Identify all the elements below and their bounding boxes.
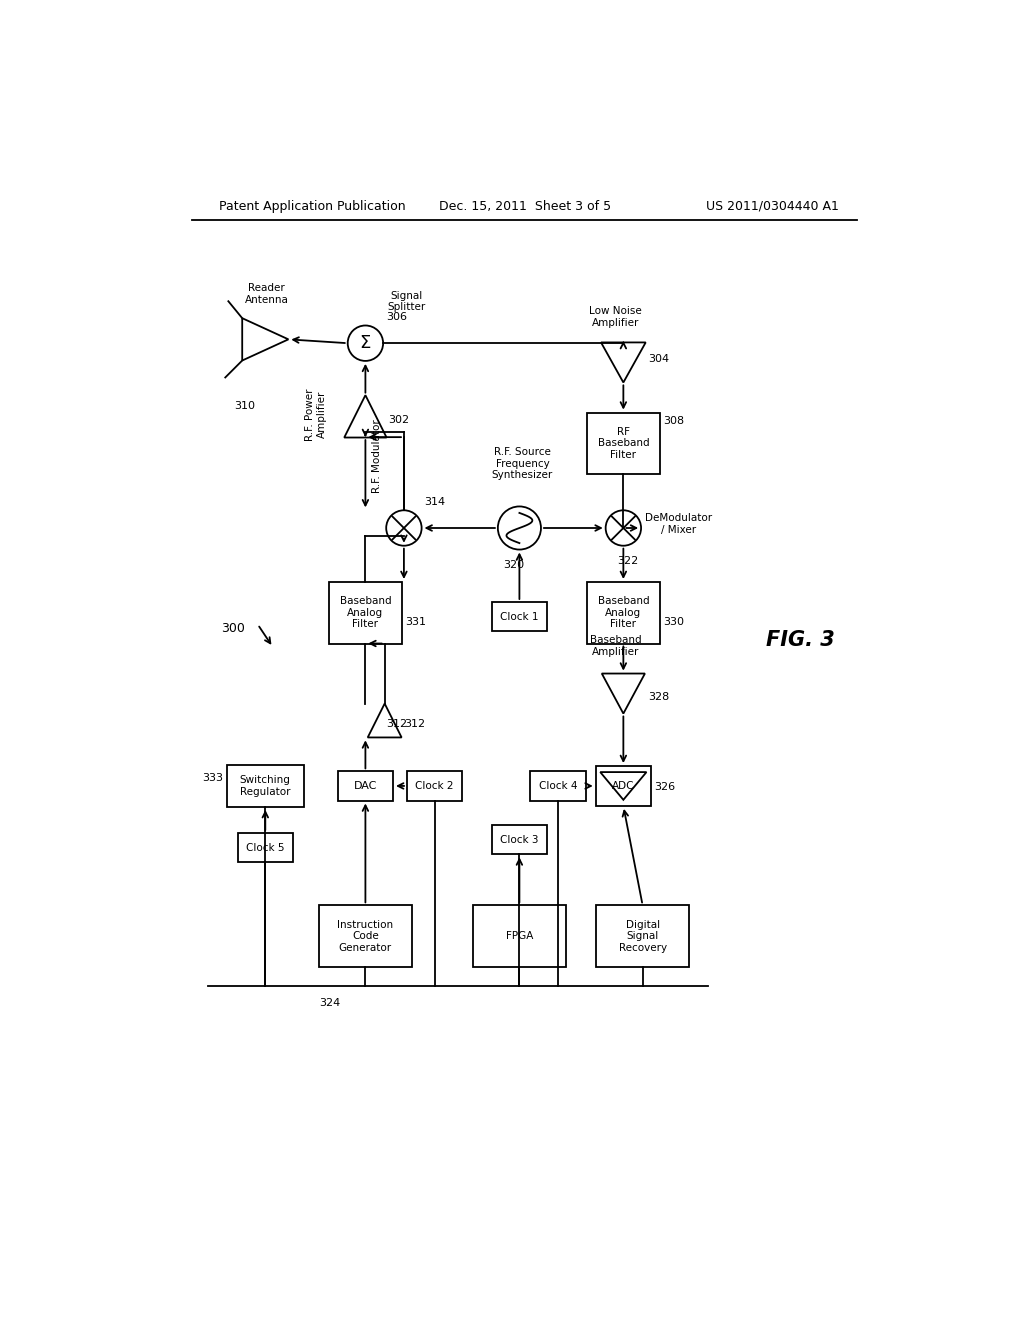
Text: 312: 312 (386, 719, 408, 730)
Text: 330: 330 (663, 616, 684, 627)
Text: R.F. Modulator: R.F. Modulator (372, 420, 382, 494)
Text: Switching
Regulator: Switching Regulator (240, 775, 291, 797)
Text: 322: 322 (617, 557, 638, 566)
Text: 328: 328 (648, 693, 670, 702)
Bar (226, 764, 304, 807)
Text: Low Noise
Amplifier: Low Noise Amplifier (589, 306, 642, 327)
Text: DAC: DAC (353, 781, 377, 791)
Bar (473, 906, 565, 966)
Text: Clock 4: Clock 4 (539, 781, 578, 791)
Text: 310: 310 (234, 401, 256, 411)
Text: DeModulator
/ Mixer: DeModulator / Mixer (645, 513, 712, 535)
Bar (319, 906, 412, 966)
Text: R.F. Power
Amplifier: R.F. Power Amplifier (305, 388, 327, 441)
Text: 308: 308 (663, 416, 684, 426)
Bar (596, 906, 689, 966)
Text: FIG. 3: FIG. 3 (766, 630, 835, 649)
Text: Baseband
Analog
Filter: Baseband Analog Filter (598, 597, 649, 630)
Bar (492, 825, 547, 854)
Text: 312: 312 (403, 719, 425, 730)
Text: R.F. Source
Frequency
Synthesizer: R.F. Source Frequency Synthesizer (492, 447, 553, 480)
Bar (238, 833, 293, 862)
Text: Clock 2: Clock 2 (416, 781, 454, 791)
Text: Baseband
Amplifier: Baseband Amplifier (590, 635, 641, 656)
Text: 331: 331 (406, 616, 426, 627)
Text: 304: 304 (648, 354, 669, 363)
Text: ADC: ADC (612, 781, 635, 791)
Bar (587, 582, 659, 644)
Text: Dec. 15, 2011  Sheet 3 of 5: Dec. 15, 2011 Sheet 3 of 5 (438, 199, 611, 213)
Text: 324: 324 (319, 998, 340, 1007)
Text: FPGA: FPGA (506, 931, 534, 941)
Text: Clock 1: Clock 1 (500, 611, 539, 622)
Text: RF
Baseband
Filter: RF Baseband Filter (598, 426, 649, 459)
Text: 326: 326 (654, 783, 675, 792)
Text: 320: 320 (503, 561, 524, 570)
Text: Digital
Signal
Recovery: Digital Signal Recovery (618, 920, 667, 953)
Text: 333: 333 (202, 774, 223, 783)
Text: 306: 306 (386, 313, 408, 322)
Text: Clock 3: Clock 3 (500, 834, 539, 845)
Bar (596, 766, 651, 807)
Text: Instruction
Code
Generator: Instruction Code Generator (337, 920, 393, 953)
Text: Clock 5: Clock 5 (246, 842, 285, 853)
Text: Reader
Antenna: Reader Antenna (245, 282, 289, 305)
Bar (492, 602, 547, 631)
Text: 302: 302 (388, 416, 410, 425)
Bar (530, 771, 586, 800)
Text: Patent Application Publication: Patent Application Publication (219, 199, 406, 213)
Text: 314: 314 (424, 498, 445, 507)
Bar (587, 413, 659, 474)
Text: 300: 300 (220, 622, 245, 635)
Text: Signal
Splitter: Signal Splitter (388, 290, 426, 313)
Text: US 2011/0304440 A1: US 2011/0304440 A1 (707, 199, 839, 213)
Bar (407, 771, 463, 800)
Bar (329, 582, 402, 644)
Bar (338, 771, 393, 800)
Text: Σ: Σ (359, 334, 371, 352)
Text: Baseband
Analog
Filter: Baseband Analog Filter (340, 597, 391, 630)
